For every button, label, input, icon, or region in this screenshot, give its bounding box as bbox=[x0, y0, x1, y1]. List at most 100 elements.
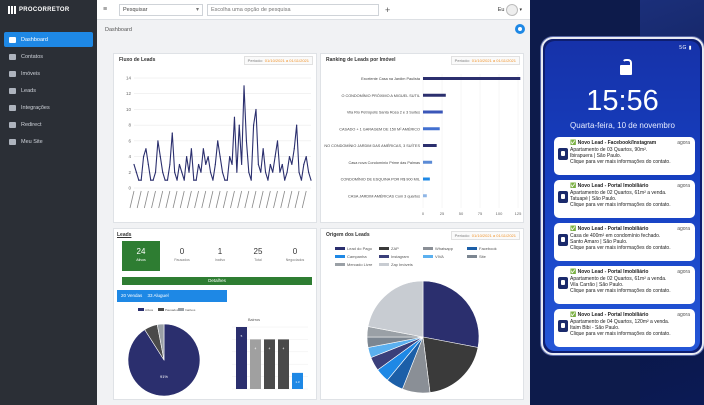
y-tick-label: 6 bbox=[128, 138, 131, 143]
period-filter[interactable]: Período: 01/10/2021 a 01/11/2021 bbox=[243, 56, 313, 65]
legend-item[interactable]: Mercado Livre bbox=[335, 262, 372, 267]
category-label: Casa nova Condomínio Prime das Palmas bbox=[348, 161, 420, 165]
legend-label: VIVA bbox=[435, 254, 444, 259]
legend-label: Whatsapp bbox=[435, 246, 454, 251]
y-tick-label: 12 bbox=[126, 91, 132, 96]
neighborhood-bar bbox=[264, 339, 275, 389]
legend-item[interactable]: ZAP bbox=[379, 246, 399, 251]
legend-label: Ativos bbox=[145, 308, 154, 312]
data-point bbox=[221, 171, 224, 173]
details-button[interactable]: Detalhes bbox=[122, 277, 312, 285]
stat-negotiated[interactable]: 0 Negociados bbox=[278, 241, 312, 262]
notification-card[interactable]: ✅ Novo Lead - Portal Imobiliário agora Cas… bbox=[554, 223, 695, 261]
data-point bbox=[178, 163, 181, 166]
x-tick-label bbox=[201, 190, 207, 209]
x-tick-label bbox=[265, 190, 271, 209]
user-menu[interactable]: Eu ▾ bbox=[498, 4, 522, 16]
sidebar-item-redirect[interactable]: Redirect bbox=[4, 117, 97, 132]
data-point bbox=[241, 163, 243, 166]
x-tick-label bbox=[194, 190, 199, 209]
x-tick-label bbox=[208, 190, 214, 209]
search-type-select[interactable]: Pesquisar bbox=[119, 3, 203, 16]
sidebar-item-meu-site[interactable]: Meu Site bbox=[4, 134, 97, 149]
x-tick-label bbox=[165, 190, 171, 209]
notification-card[interactable]: ✅ Novo Lead - Portal Imobiliário agora Apa… bbox=[554, 309, 695, 347]
gear-icon[interactable] bbox=[515, 24, 525, 34]
notification-card[interactable]: ✅ Novo Lead - Portal Imobiliário agora Apa… bbox=[554, 180, 695, 218]
unlock-icon bbox=[620, 59, 632, 75]
x-tick-label bbox=[294, 190, 300, 209]
panel-title: Fluxo de Leads bbox=[119, 57, 156, 63]
legend-item[interactable]: Instagram bbox=[379, 254, 409, 259]
stat-inactive[interactable]: 1 Inativo bbox=[202, 241, 238, 262]
stat-active[interactable]: 24 Ativos bbox=[122, 241, 160, 271]
tab-aluguel[interactable]: 33 Aluguel bbox=[147, 293, 169, 298]
category-label: CASA JARDIM AMÉRICAS Com 3 quartos bbox=[348, 193, 420, 198]
legend-label: Pausados bbox=[165, 308, 179, 312]
app-icon bbox=[558, 191, 568, 203]
panel-title: Ranking de Leads por Imóvel bbox=[326, 57, 396, 63]
logo[interactable]: PROCORRETOR bbox=[0, 0, 97, 20]
legend-swatch bbox=[423, 255, 433, 259]
sidebar-item-imoveis[interactable]: Imóveis bbox=[4, 66, 97, 81]
ranking-chart: 0 25 50 75 100 125 Excelente Casa na Jardim Pa… bbox=[324, 74, 522, 216]
menu-icon[interactable]: ≡ bbox=[103, 6, 108, 13]
x-tick-label bbox=[187, 190, 192, 209]
app-icon bbox=[558, 320, 568, 332]
data-point bbox=[135, 171, 137, 173]
notification-card[interactable]: ✅ Novo Lead - Facebook/Instagram agora Apa… bbox=[554, 137, 695, 175]
legend-item[interactable]: Campanha bbox=[335, 254, 367, 259]
pie-slice bbox=[156, 323, 165, 361]
data-point bbox=[310, 179, 312, 181]
legend-item[interactable]: VIVA bbox=[423, 254, 444, 259]
home-icon bbox=[9, 70, 16, 77]
x-tick-label bbox=[172, 190, 178, 209]
chevron-down-icon: ▾ bbox=[519, 7, 522, 13]
data-point bbox=[245, 140, 248, 142]
app-icon bbox=[558, 277, 568, 289]
data-point bbox=[243, 85, 245, 87]
legend-item[interactable]: Zap Imóveis bbox=[379, 262, 413, 267]
legend-item[interactable]: Site bbox=[467, 254, 486, 259]
data-point bbox=[150, 179, 152, 181]
x-tick-label bbox=[179, 190, 185, 209]
phone-lock-screen: 5G ▮ 15:56 Quarta-feira, 10 de novembro … bbox=[545, 41, 700, 351]
data-point bbox=[255, 108, 257, 111]
data-point bbox=[267, 179, 269, 181]
period-filter[interactable]: Período: 01/10/2021 a 01/11/2021 bbox=[450, 56, 520, 65]
search-input[interactable] bbox=[207, 3, 379, 16]
stat-paused[interactable]: 0 Pausados bbox=[164, 241, 200, 262]
notification-time: agora bbox=[677, 183, 690, 189]
neighborhood-bar bbox=[292, 372, 303, 389]
data-point bbox=[257, 163, 259, 166]
legend-label: Site bbox=[479, 254, 486, 259]
category-label: O CONDOMÍNIO PRÓXIMO A MIGUEL SUTIL bbox=[341, 93, 420, 98]
sidebar-item-label: Contatos bbox=[21, 53, 44, 60]
data-point bbox=[190, 148, 193, 150]
notification-line: Clique para ver mais informações do cont… bbox=[570, 159, 671, 165]
sidebar-item-dashboard[interactable]: Dashboard bbox=[4, 32, 93, 47]
sidebar-item-contatos[interactable]: Contatos bbox=[4, 49, 97, 64]
notification-card[interactable]: ✅ Novo Lead - Portal Imobiliário agora Apa… bbox=[554, 266, 695, 304]
period-filter[interactable]: Período: 01/10/2021 a 01/11/2021 bbox=[450, 231, 520, 240]
notification-time: agora bbox=[677, 269, 690, 275]
sidebar-item-integracoes[interactable]: Integrações bbox=[4, 100, 97, 115]
data-point bbox=[188, 171, 190, 173]
notification-line: Clique para ver mais informações do cont… bbox=[570, 245, 671, 251]
x-tick-label: 0 bbox=[422, 211, 425, 216]
notification-line: Santo Amaro | São Paulo. bbox=[570, 239, 628, 245]
notification-line: Apartamento de 04 Quartos, 120m² a venda… bbox=[570, 319, 670, 325]
sidebar-item-leads[interactable]: Leads bbox=[4, 83, 97, 98]
legend-item[interactable]: Facebook bbox=[467, 246, 497, 251]
legend-item[interactable]: Lead do Pago bbox=[335, 246, 372, 251]
legend-item[interactable]: Whatsapp bbox=[423, 246, 453, 251]
period-value: 01/10/2021 a 01/11/2021 bbox=[264, 58, 309, 63]
user-label: Eu bbox=[497, 7, 505, 13]
panel-title: Leads bbox=[117, 232, 132, 238]
category-label: CASADO + 1 GARAGEM DE 150 M² AMÉRICO bbox=[339, 126, 420, 131]
stat-label: Ativos bbox=[136, 258, 146, 262]
add-icon[interactable]: + bbox=[385, 4, 391, 15]
tab-vendas[interactable]: 20 Vendas bbox=[121, 293, 143, 298]
stat-total[interactable]: 25 Total bbox=[240, 241, 276, 262]
sidebar-item-label: Integrações bbox=[21, 104, 50, 111]
